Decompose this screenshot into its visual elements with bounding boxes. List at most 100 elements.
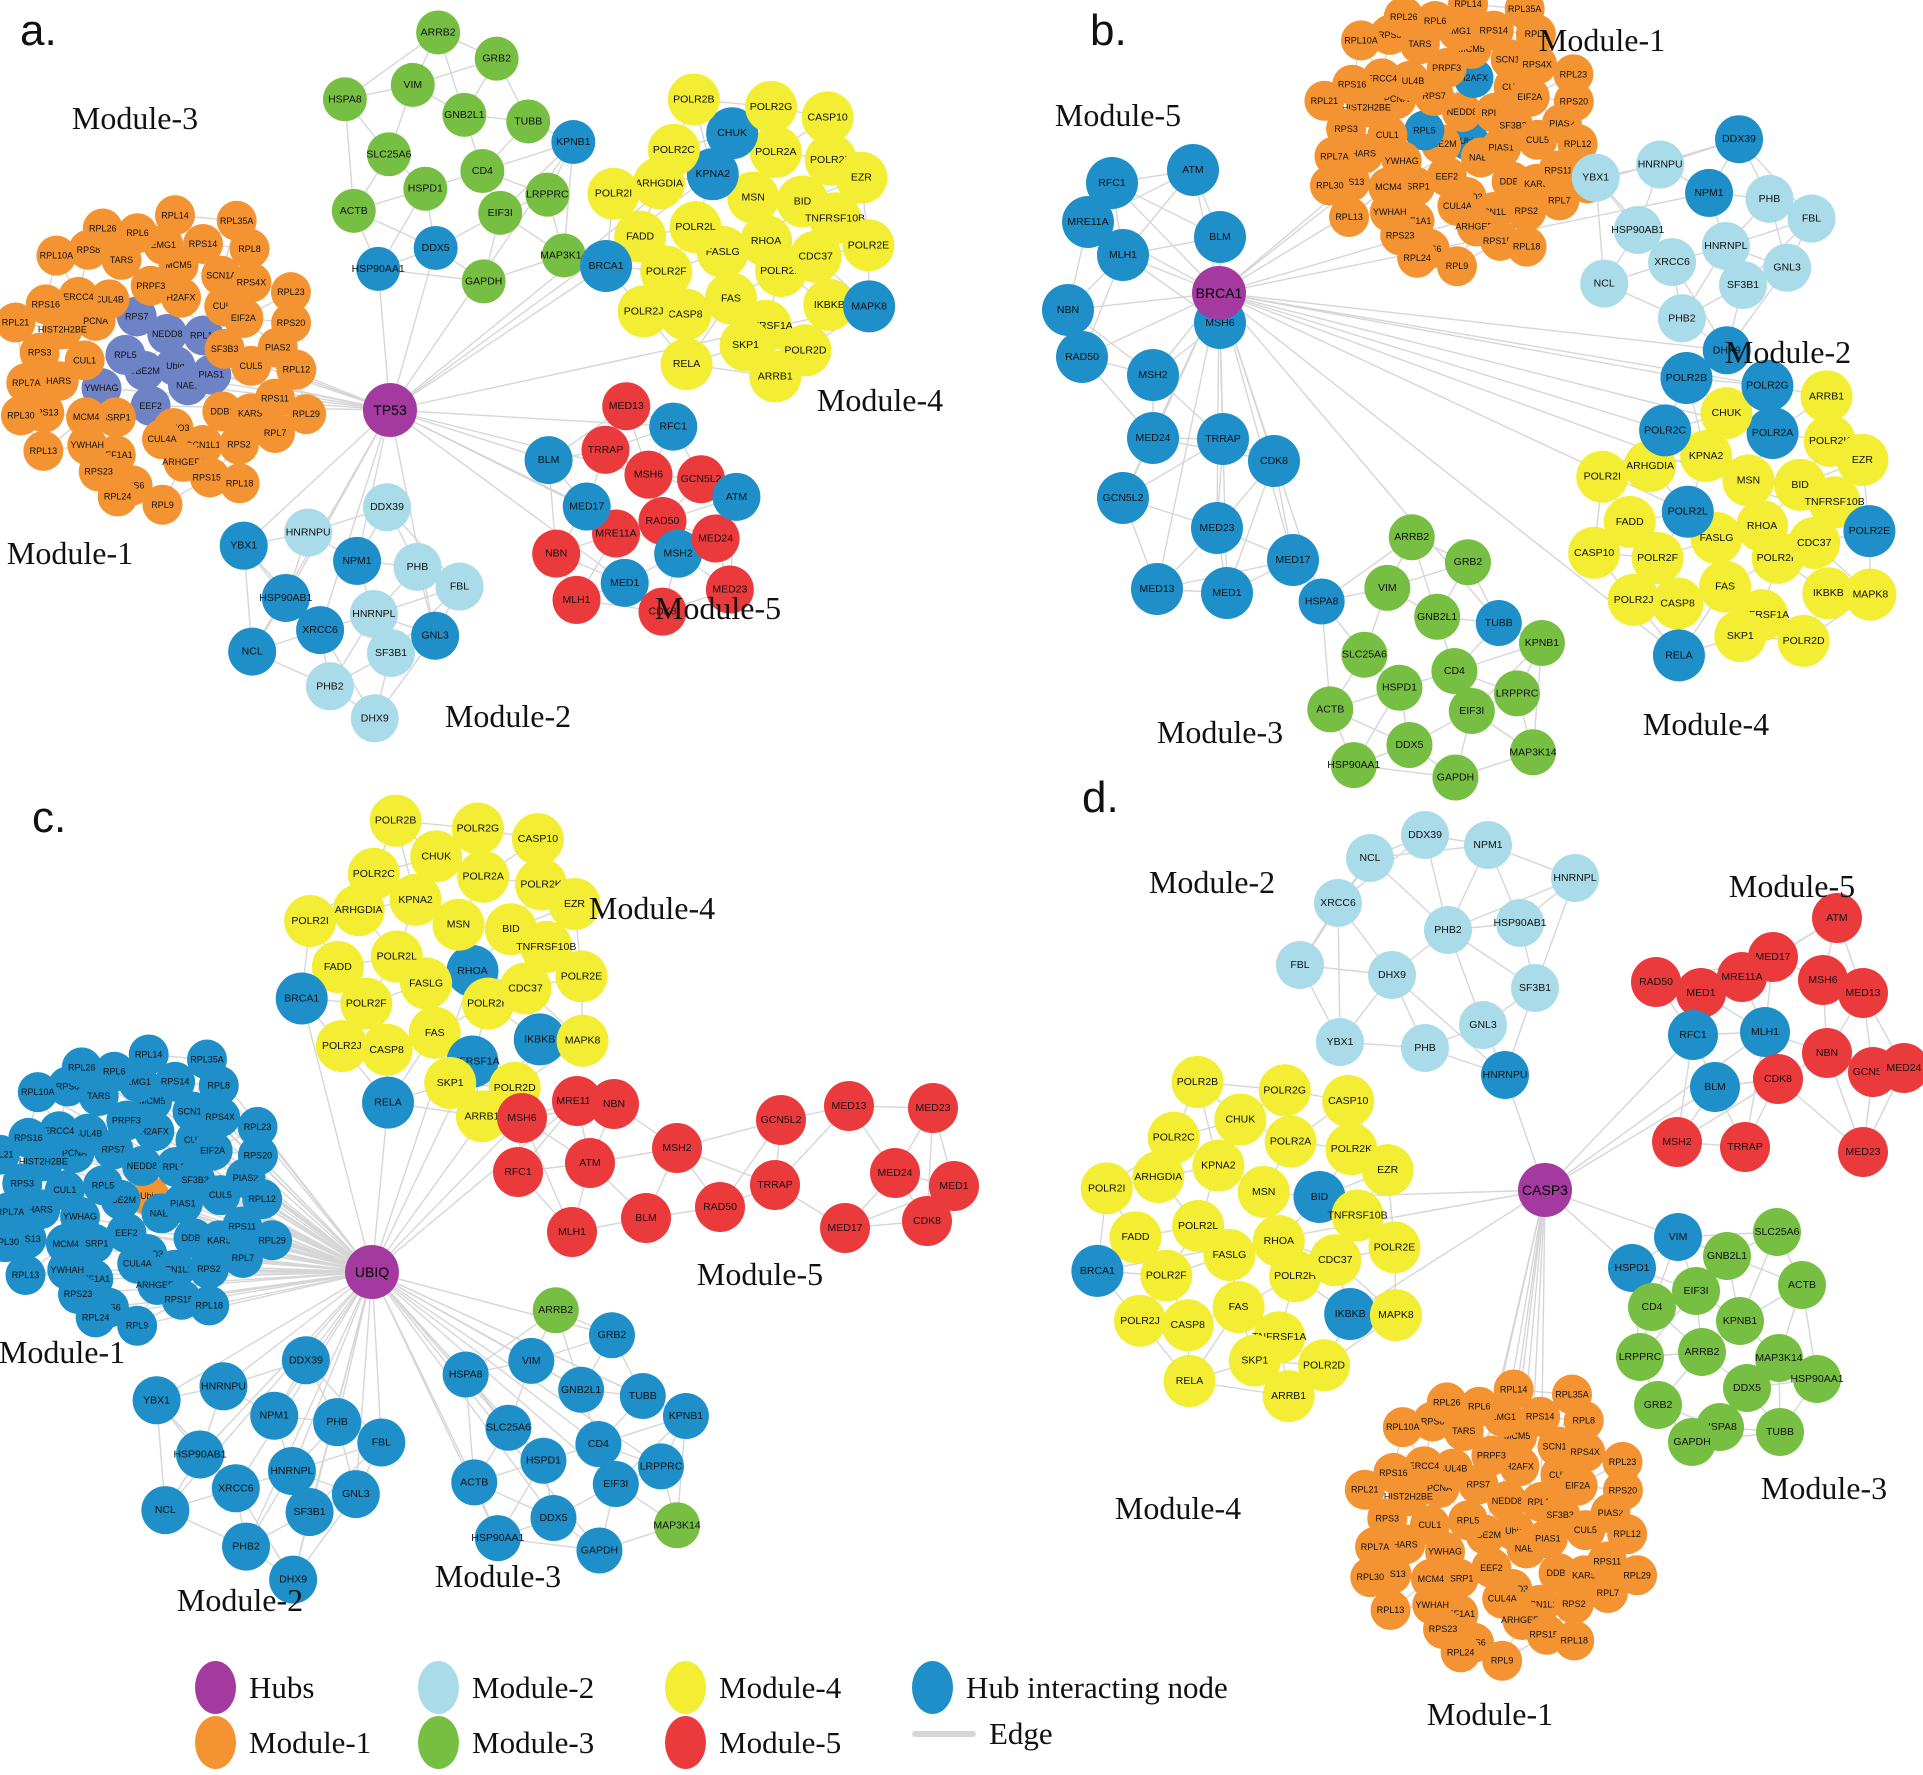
node-KPNA2 — [1680, 430, 1733, 483]
node-label: POLR2E — [1849, 525, 1890, 537]
node-label: POLR2K — [1809, 435, 1850, 447]
node-CASP10 — [1568, 526, 1621, 579]
node-label: BLM — [1704, 1081, 1726, 1093]
node-label: MCM5 — [1458, 44, 1485, 54]
node-label: SLC25A6 — [1342, 649, 1387, 661]
node-label: POLR2L — [675, 221, 715, 233]
node-MRE11A — [1717, 952, 1767, 1002]
node-label: CUL5 — [1574, 1525, 1597, 1535]
legend-label: Edge — [989, 1716, 1053, 1751]
node-label: RPL35A — [1555, 1390, 1589, 1400]
node-label: MLH1 — [558, 1226, 586, 1238]
node-label: CHUK — [717, 127, 747, 139]
node-RPL12 — [1557, 123, 1598, 164]
node-POLR2C — [347, 847, 400, 900]
node-label: RPS4X — [1522, 59, 1552, 69]
node-label: KPNA2 — [398, 894, 433, 906]
node-TUBB — [619, 1373, 666, 1420]
node-label: ARHGEF4 — [1455, 222, 1498, 232]
hub-label: BRCA1 — [1196, 285, 1243, 301]
node-label: EEF1A1 — [77, 1274, 111, 1284]
node-label: BLM — [1209, 231, 1231, 243]
node-label: RPL18 — [226, 478, 254, 488]
node-label: PIAS1 — [170, 1198, 196, 1208]
node-label: RPL6 — [1468, 1402, 1491, 1412]
node-BRCA1 — [1071, 1244, 1124, 1297]
node-label: CHUK — [1225, 1114, 1255, 1126]
node-HNRNPU — [1481, 1051, 1529, 1099]
node-label: NCL — [242, 646, 263, 658]
node-ERCC4 — [58, 276, 99, 317]
node-HNRNPL — [349, 590, 398, 638]
node-LRPPRC — [637, 1443, 684, 1490]
node-label: RPL7 — [1597, 1588, 1620, 1598]
node-VIM — [390, 62, 435, 107]
node-XRCC6 — [211, 1464, 260, 1513]
node-label: POLR2E — [561, 970, 602, 982]
node-CDC37 — [1788, 517, 1841, 570]
node-VIM — [1654, 1213, 1702, 1261]
node-label: EMG1 — [150, 240, 176, 250]
module-label-b-Module-2: Module-2 — [1725, 334, 1851, 370]
node-label: CASP10 — [1328, 1095, 1368, 1107]
node-label: HSP90AA1 — [352, 263, 405, 275]
node-label: POLR2I — [1088, 1182, 1125, 1194]
node-TNFRSF10B — [1808, 476, 1861, 529]
node-label: PRPF3 — [1477, 1451, 1506, 1461]
node-label: CDK8 — [648, 606, 676, 618]
node-label: CASP10 — [1574, 547, 1614, 559]
node-label: CUL4A — [147, 434, 176, 444]
node-label: SCN1A — [177, 1107, 207, 1117]
node-LRPPRC — [525, 172, 570, 217]
node-label: HSPD1 — [1614, 1262, 1649, 1274]
node-label: RPS8 — [77, 245, 101, 255]
node-label: MCM5 — [165, 260, 192, 270]
node-label: RPS20 — [277, 318, 306, 328]
node-label: MED17 — [827, 1222, 862, 1234]
node-GNB2L1 — [1703, 1232, 1751, 1280]
node-label: NPM1 — [1473, 839, 1502, 851]
node-POLR2I — [284, 895, 337, 948]
node-label: GNB2L1 — [561, 1384, 601, 1396]
node-label: POLR2G — [1746, 380, 1789, 392]
node-label: CUL2 — [1549, 1470, 1572, 1480]
node-label: RFC1 — [504, 1166, 532, 1178]
node-RPL13 — [5, 1254, 46, 1295]
node-TUBB — [1756, 1408, 1804, 1456]
node-RPL12 — [242, 1179, 283, 1220]
node-DDX39 — [1715, 115, 1764, 164]
node-label: ARHGEF4 — [136, 1280, 179, 1290]
node-MSH2 — [652, 1123, 702, 1173]
node-MSN — [727, 171, 780, 224]
nodes-panel-b: RFC1 ATM MRE11A MLH1 BLM NBN MSH6 RAD50 MSH2 MED2… — [1042, 0, 1897, 801]
node-label: EIF3I — [1683, 1285, 1708, 1297]
node-FADD — [1603, 495, 1656, 548]
node-MED13 — [1131, 563, 1183, 615]
node-RPL6 — [1415, 0, 1456, 41]
hub-node-CASP3 — [1518, 1163, 1572, 1217]
node-label: EIF3I — [603, 1478, 628, 1490]
node-POLR2E — [1368, 1221, 1421, 1274]
node-YBX1 — [1571, 153, 1620, 202]
node-RPL23 — [1602, 1441, 1643, 1482]
node-label: DDX5 — [1395, 739, 1423, 751]
node-label: RPL7A — [1320, 151, 1349, 161]
node-label: RPS15A — [1529, 1630, 1564, 1640]
node-label: MAPK8 — [565, 1035, 601, 1047]
node-RPL12 — [276, 349, 317, 390]
node-CDC37 — [499, 962, 552, 1015]
node-label: GCN1L1 — [1523, 1600, 1558, 1610]
node-MRE11A — [1062, 196, 1114, 248]
node-MSH2 — [1127, 349, 1179, 401]
node-label: RPL13 — [1335, 212, 1363, 222]
node-label: KPNB1 — [1525, 637, 1560, 649]
node-label: RPL10A — [21, 1087, 55, 1097]
node-label: HSPA8 — [449, 1368, 483, 1380]
node-RPL6 — [117, 213, 158, 254]
node-label: SSRP1 — [79, 1238, 109, 1248]
node-label: HIST2H2BE — [19, 1156, 68, 1166]
node-RPL21 — [0, 302, 36, 343]
node-label: POLR2E — [848, 239, 889, 251]
node-label: EIF2A — [200, 1146, 225, 1156]
